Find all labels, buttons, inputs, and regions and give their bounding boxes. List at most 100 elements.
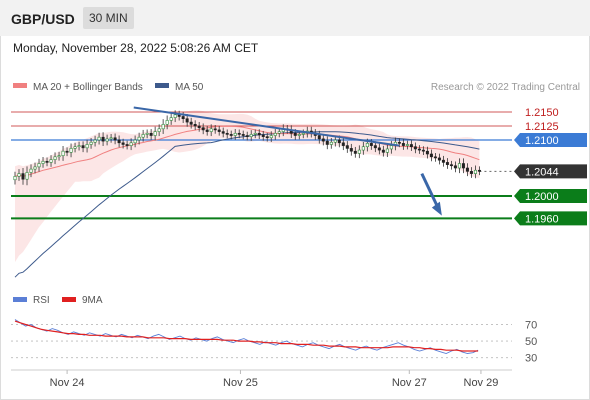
candle bbox=[257, 129, 261, 139]
candle bbox=[217, 125, 221, 136]
candle bbox=[465, 163, 469, 177]
candle bbox=[189, 117, 193, 129]
candle bbox=[269, 131, 273, 143]
candle bbox=[249, 130, 253, 141]
candle bbox=[197, 121, 201, 132]
candle-body bbox=[357, 149, 361, 154]
candle bbox=[349, 143, 353, 156]
candle bbox=[113, 133, 117, 145]
candle-body bbox=[73, 146, 77, 149]
candle bbox=[329, 137, 333, 149]
legend-ma50-swatch bbox=[155, 83, 169, 88]
x-axis: Nov 24 Nov 25 Nov 27 Nov 29 bbox=[50, 370, 499, 389]
candle-body bbox=[45, 160, 49, 163]
candle bbox=[89, 137, 93, 149]
candle-body bbox=[389, 145, 393, 150]
candle-body bbox=[105, 138, 109, 142]
candle-body bbox=[221, 131, 225, 134]
legend-rsi-label: RSI bbox=[33, 295, 50, 306]
candle-body bbox=[209, 128, 213, 132]
level-labels: 1.2150 1.2125 1.2100 1.2044 1.2000 1.1960 bbox=[514, 107, 587, 226]
candle-body bbox=[345, 145, 349, 149]
candle bbox=[225, 129, 229, 139]
candle-body bbox=[165, 120, 169, 125]
candle bbox=[121, 138, 125, 149]
candle-body bbox=[437, 157, 441, 161]
candle-body bbox=[109, 137, 113, 140]
trendline bbox=[133, 106, 400, 147]
candle bbox=[345, 141, 349, 153]
candle-body bbox=[201, 127, 205, 131]
candle bbox=[461, 158, 465, 174]
rsi-line bbox=[14, 319, 479, 354]
candle bbox=[377, 143, 381, 155]
candle-body bbox=[321, 138, 325, 142]
legend-9ma-label: 9MA bbox=[82, 295, 103, 306]
candle bbox=[333, 135, 337, 147]
level-label-1: 1.2125 bbox=[525, 121, 559, 133]
candle-body bbox=[433, 156, 437, 159]
candle bbox=[149, 129, 153, 140]
candle-body bbox=[381, 149, 385, 153]
candle-body bbox=[241, 134, 245, 136]
legend-9ma-swatch bbox=[62, 297, 76, 302]
candle bbox=[21, 168, 25, 185]
candle bbox=[209, 124, 213, 137]
candle-body bbox=[249, 134, 253, 137]
candle-body bbox=[113, 137, 117, 141]
candle bbox=[413, 142, 417, 154]
candle bbox=[37, 158, 41, 172]
candle bbox=[441, 155, 445, 167]
candle-body bbox=[277, 131, 281, 134]
candle bbox=[389, 140, 393, 154]
candle-body bbox=[397, 141, 401, 144]
candle bbox=[237, 129, 241, 139]
candle-body bbox=[253, 132, 257, 135]
candle-body bbox=[461, 163, 465, 169]
timeframe-button[interactable]: 30 MIN bbox=[83, 7, 134, 29]
candle-body bbox=[57, 155, 61, 158]
candle bbox=[265, 132, 269, 142]
candle-body bbox=[137, 136, 141, 141]
candle bbox=[357, 145, 361, 159]
level-tag-3 bbox=[514, 164, 587, 179]
x-tick-label: Nov 25 bbox=[223, 377, 258, 389]
candle-body bbox=[225, 132, 229, 135]
candle-body bbox=[421, 149, 425, 152]
candle-body bbox=[77, 145, 81, 148]
candle-body bbox=[377, 147, 381, 151]
candle-body bbox=[169, 117, 173, 121]
candle-body bbox=[197, 125, 201, 128]
candle-body bbox=[49, 159, 53, 163]
candle bbox=[449, 160, 453, 170]
candle-body bbox=[457, 163, 461, 169]
candle-body bbox=[145, 132, 149, 135]
candle-body bbox=[93, 139, 97, 143]
forecast-arrow-head bbox=[431, 201, 442, 216]
candle-body bbox=[157, 128, 161, 132]
candle bbox=[233, 129, 237, 140]
candle bbox=[433, 152, 437, 162]
candle bbox=[117, 135, 121, 148]
rsi-tick-label: 30 bbox=[525, 353, 537, 365]
candle bbox=[469, 167, 473, 178]
level-label-5: 1.1960 bbox=[525, 213, 559, 225]
candle-body bbox=[341, 142, 345, 146]
candle-body bbox=[453, 165, 457, 169]
candle bbox=[141, 129, 145, 142]
candle bbox=[457, 158, 461, 174]
candle bbox=[445, 158, 449, 169]
candle-body bbox=[325, 140, 329, 145]
candle-body bbox=[477, 169, 481, 172]
candle-body bbox=[153, 131, 157, 136]
candle bbox=[73, 142, 77, 153]
candle-body bbox=[217, 129, 221, 132]
x-tick-label: Nov 29 bbox=[464, 377, 499, 389]
candle-body bbox=[417, 148, 421, 151]
candle-body bbox=[205, 129, 209, 132]
candle-body bbox=[33, 166, 37, 170]
level-tag-5 bbox=[514, 211, 587, 226]
candle bbox=[173, 110, 177, 123]
candle-body bbox=[245, 135, 249, 137]
